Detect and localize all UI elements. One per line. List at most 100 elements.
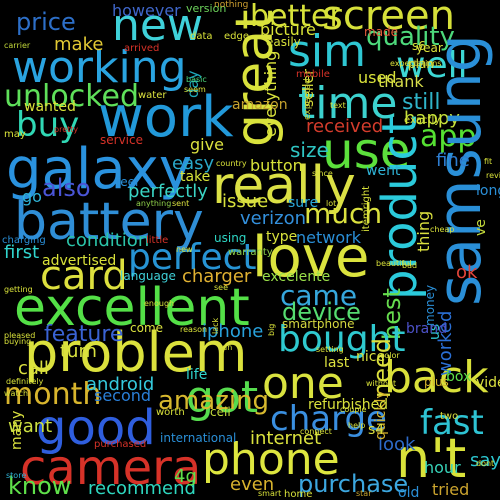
word-issue: issue <box>222 191 269 212</box>
word-last: last <box>324 355 350 371</box>
word-sent: sent <box>172 199 190 208</box>
word-international: international <box>160 431 237 445</box>
word-go: go <box>22 187 42 206</box>
word-may: may <box>4 129 26 140</box>
word-condition: condition <box>66 230 150 251</box>
word-basic: basic <box>186 75 207 84</box>
word-card: card <box>40 253 128 299</box>
word-also: also <box>42 174 91 202</box>
word-fast: fast <box>420 403 484 443</box>
word-month: month <box>4 377 102 412</box>
word-however: however <box>112 1 181 20</box>
word-make: make <box>54 34 104 55</box>
word-smart: smart <box>258 489 282 498</box>
word-work: work <box>98 85 234 150</box>
word-charge: charge <box>270 399 387 439</box>
word-know: know <box>8 472 72 500</box>
word-anything: anything <box>136 199 172 208</box>
word-perfect: perfect <box>128 237 257 278</box>
word-country: country <box>216 159 247 168</box>
word-much: much <box>304 197 383 230</box>
word-ok: ok <box>456 262 478 283</box>
word-well: well <box>396 45 468 86</box>
word-sim: sim <box>288 26 367 77</box>
word-seem: seem <box>184 85 206 94</box>
word-good: good <box>36 400 156 456</box>
word-even: even <box>230 474 275 495</box>
word-went: went <box>366 163 401 179</box>
word-many: many <box>9 410 25 450</box>
word-say: say <box>470 450 500 471</box>
word-product: product <box>372 115 428 300</box>
word-data: data <box>190 31 213 42</box>
word-device: device <box>282 298 361 326</box>
word-couple: couple <box>340 405 367 414</box>
word-button: button <box>250 156 303 175</box>
word-got: got <box>186 372 259 423</box>
word-pleased: pleased <box>4 331 36 340</box>
word-feel: feel <box>116 175 139 189</box>
word-expected: expected <box>303 78 313 120</box>
word-feature: feature <box>44 322 124 347</box>
word-happy: happy <box>404 108 460 129</box>
word-amazon: amazon <box>232 97 288 113</box>
word-internet: internet <box>250 428 322 449</box>
word-watch: watch <box>4 389 29 398</box>
word-buy: buy <box>16 105 80 145</box>
word-thank: thank <box>378 72 424 91</box>
word-wanted: wanted <box>24 99 76 115</box>
word-help: help <box>348 421 366 430</box>
word-service: service <box>100 133 143 147</box>
word-size: size <box>290 138 329 162</box>
word-came: came <box>280 279 358 312</box>
word-charger: charger <box>182 266 252 287</box>
word-purchase: purchase <box>298 470 409 498</box>
word-fine: fine <box>436 150 470 171</box>
word-excellent: excellent <box>14 278 250 338</box>
word-carrier: carrier <box>4 41 31 50</box>
word-camera: camera <box>20 440 202 496</box>
word-second: second <box>94 386 152 405</box>
word-plan: plan <box>408 57 434 71</box>
word-connect: connect <box>300 427 332 436</box>
word-long: long <box>476 183 500 199</box>
word-nice: nice <box>356 349 386 365</box>
word-excelente: excelente <box>262 269 331 285</box>
word-charging: charging <box>2 235 46 246</box>
word-fit: fit <box>484 157 493 166</box>
word-star: star <box>356 489 372 498</box>
word-verizon: verizon <box>240 208 306 229</box>
word-4g: 4g <box>174 466 197 487</box>
word-little: little <box>146 235 169 246</box>
word-text: text <box>330 101 346 110</box>
word-life: life <box>186 367 208 383</box>
word-review: review <box>486 171 500 180</box>
word-mobile: mobile <box>296 69 330 80</box>
word-version: version <box>186 2 227 15</box>
word-warranty: warranty <box>228 247 273 258</box>
word-lot: lot <box>326 199 337 208</box>
word-since: since <box>312 169 333 178</box>
word-still: still <box>402 90 441 115</box>
word-turn: turn <box>60 341 97 362</box>
word-advertised: advertised <box>42 253 117 269</box>
word-take: take <box>180 169 211 185</box>
word-two: two <box>440 411 459 422</box>
word-back: back <box>384 352 489 403</box>
word-video: video <box>476 375 500 391</box>
word-use: use <box>322 122 411 180</box>
word-phone: phone <box>202 434 340 485</box>
word-language: language <box>120 269 176 283</box>
word-year: year <box>416 41 443 55</box>
word-enough: enough <box>144 299 175 308</box>
word-water: water <box>138 90 167 101</box>
word-better: better <box>250 0 342 34</box>
word-purchased: purchased <box>94 439 147 450</box>
word-expectations: expectations <box>390 59 442 68</box>
word-come: come <box>130 321 164 335</box>
word-price: price <box>16 8 76 36</box>
word-n-t: n't <box>396 427 467 490</box>
word-plus: plus <box>424 375 449 389</box>
word-without: without <box>366 379 397 388</box>
